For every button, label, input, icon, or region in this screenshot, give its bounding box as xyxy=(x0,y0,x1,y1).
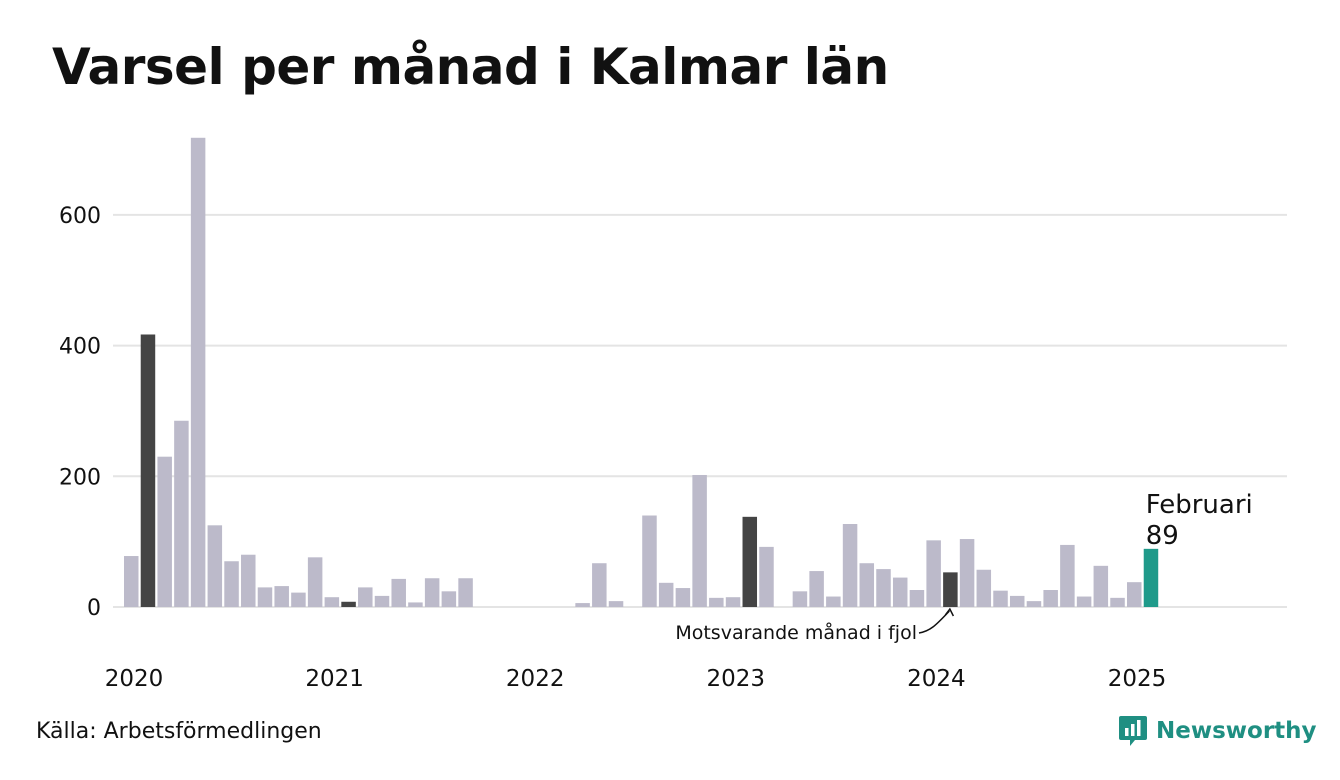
bar-2023-05 xyxy=(792,591,808,607)
bar-2022-09 xyxy=(658,582,674,607)
bar-2020-05 xyxy=(190,137,206,608)
bar-2020-09 xyxy=(257,587,273,607)
bar-2022-11 xyxy=(692,474,707,607)
bar-2023-10 xyxy=(876,569,891,607)
highlight-value-label: 89 xyxy=(1146,521,1179,551)
bar-2024-05 xyxy=(993,590,1008,607)
bar-2024-01 xyxy=(926,540,941,607)
bar-2020-04 xyxy=(174,420,189,607)
bar-2024-03 xyxy=(959,539,975,607)
bar-2022-06 xyxy=(608,601,624,607)
x-tick-label: 2023 xyxy=(707,666,766,692)
bar-2020-01 xyxy=(124,556,139,607)
bar-2022-12 xyxy=(709,597,724,607)
bar-2020-02 xyxy=(140,334,156,607)
bar-2024-02 xyxy=(943,572,958,607)
bar-2023-06 xyxy=(809,571,824,607)
y-tick-label: 400 xyxy=(59,335,101,360)
bar-2023-12 xyxy=(909,590,925,607)
bar-2023-08 xyxy=(842,524,858,607)
bar-2022-05 xyxy=(592,563,607,607)
y-tick-label: 600 xyxy=(59,204,101,229)
comparison-annotation: Motsvarande månad i fjol xyxy=(675,621,917,644)
bar-2024-12 xyxy=(1110,597,1125,607)
chart-title: Varsel per månad i Kalmar län xyxy=(52,38,889,96)
bar-2023-03 xyxy=(759,546,774,607)
bar-2023-07 xyxy=(826,596,841,607)
bar-2022-08 xyxy=(642,515,657,607)
x-axis-ticks: 2020 2021 2022 2023 2024 2025 xyxy=(105,666,1167,692)
bar-2024-11 xyxy=(1093,565,1109,607)
bar-2020-07 xyxy=(224,561,239,607)
newsworthy-logo-icon xyxy=(1119,716,1147,746)
bar-2024-10 xyxy=(1076,596,1092,607)
bar-2023-11 xyxy=(892,577,908,607)
bar-2021-07 xyxy=(424,578,440,607)
bar-2021-04 xyxy=(374,595,390,607)
x-tick-label: 2022 xyxy=(506,666,565,692)
brand-logo[interactable]: Newsworthy xyxy=(1118,714,1317,748)
bar-2024-09 xyxy=(1060,544,1075,607)
x-tick-label: 2025 xyxy=(1108,666,1167,692)
annotation-arrowhead xyxy=(944,607,955,617)
bar-2024-06 xyxy=(1009,595,1025,607)
bar-2024-04 xyxy=(976,569,992,607)
bar-2021-03 xyxy=(358,587,373,607)
bar-2021-05 xyxy=(391,578,406,607)
y-tick-label: 200 xyxy=(59,465,101,490)
source-note: Källa: Arbetsförmedlingen xyxy=(36,719,322,744)
bar-2020-06 xyxy=(207,525,223,607)
bar-2023-01 xyxy=(725,597,741,607)
y-axis-ticks: 0 200 400 600 xyxy=(59,204,101,621)
bar-2020-03 xyxy=(157,456,172,607)
x-tick-label: 2020 xyxy=(105,666,164,692)
bar-2022-10 xyxy=(675,588,691,607)
bar-chart: 0 200 400 600 2020 2021 2022 2023 2024 2025 Febr… xyxy=(59,137,1287,692)
highlight-month-label: Februari xyxy=(1146,490,1253,520)
annotation-arrow xyxy=(918,610,950,634)
bar-2024-08 xyxy=(1043,590,1058,607)
bar-2021-06 xyxy=(408,602,423,607)
bar-2020-11 xyxy=(291,592,306,607)
bar-2020-08 xyxy=(241,554,256,607)
bar-2020-12 xyxy=(307,557,323,607)
bar-2023-02 xyxy=(742,516,758,607)
bar-2021-02 xyxy=(341,601,356,607)
bar-2020-10 xyxy=(274,586,289,607)
bar-2025-01 xyxy=(1127,582,1142,607)
brand-name: Newsworthy xyxy=(1156,718,1317,744)
bar-2025-02 xyxy=(1143,548,1159,607)
bars xyxy=(124,137,1159,608)
bar-2023-09 xyxy=(859,563,875,607)
bar-2022-04 xyxy=(575,603,590,607)
x-tick-label: 2021 xyxy=(305,666,364,692)
bar-2021-09 xyxy=(458,578,473,607)
y-tick-label: 0 xyxy=(87,596,101,621)
bar-2021-01 xyxy=(324,597,340,607)
bar-2024-07 xyxy=(1026,601,1042,607)
x-tick-label: 2024 xyxy=(907,666,966,692)
bar-2021-08 xyxy=(441,591,457,607)
